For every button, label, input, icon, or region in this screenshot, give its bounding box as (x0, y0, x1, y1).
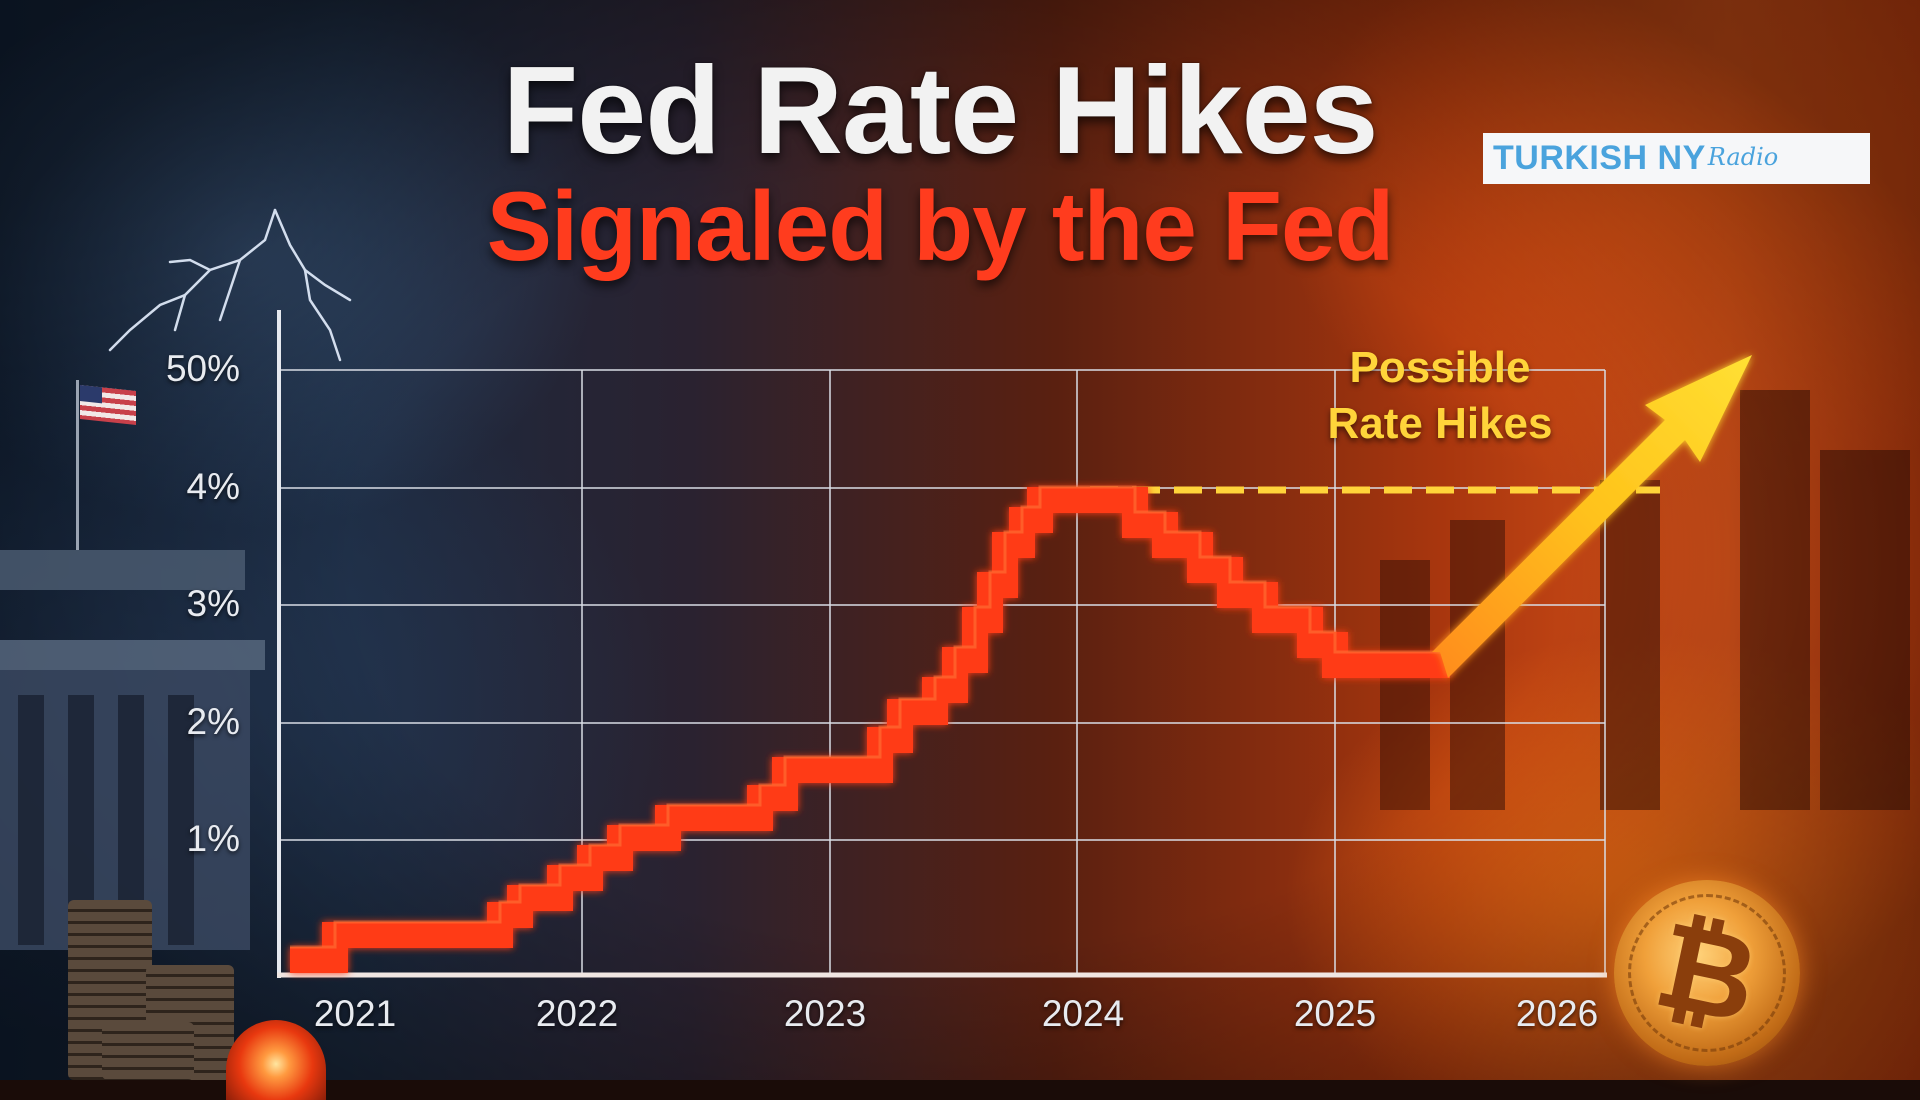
logo-wordmark: TURKISH NY (1493, 139, 1706, 177)
x-tick-label: 2024 (1041, 993, 1125, 1034)
y-tick-label: 2% (186, 701, 240, 742)
y-tick-label: 3% (186, 583, 240, 624)
step-line-highlight (290, 485, 1450, 949)
x-tick-label: 2025 (1293, 993, 1377, 1034)
city-skyline (1820, 450, 1910, 810)
possible-rate-hikes-annotation: Possible Rate Hikes (1280, 340, 1600, 452)
annotation-line-2: Rate Hikes (1327, 399, 1553, 448)
flagpole (76, 380, 79, 550)
annotation-line-1: Possible (1349, 343, 1531, 392)
lightning-icon (108, 208, 352, 362)
turkish-ny-radio-logo: TURKISH NY Radio (1483, 133, 1870, 184)
city-skyline (1380, 560, 1430, 810)
x-tick-label: 2022 (535, 993, 619, 1034)
logo-script: Radio (1707, 142, 1779, 171)
bitcoin-coin-icon: ₿ (1614, 880, 1800, 1066)
x-tick-label: 2026 (1515, 993, 1599, 1034)
y-tick-label: 1% (186, 818, 240, 859)
x-tick-label: 2021 (313, 993, 397, 1034)
city-skyline (1740, 390, 1810, 810)
city-skyline (1600, 480, 1660, 810)
headline-title: Fed Rate Hikes (502, 42, 1378, 180)
possible-hikes-arrow (1432, 355, 1752, 678)
y-tick-label: 4% (186, 466, 240, 507)
rate-step-line (290, 487, 1450, 973)
y-tick-label: 50% (165, 348, 240, 389)
headline-subtitle: Signaled by the Fed (486, 171, 1395, 281)
x-tick-label: 2023 (783, 993, 867, 1034)
coin-stack-image (102, 1022, 194, 1080)
